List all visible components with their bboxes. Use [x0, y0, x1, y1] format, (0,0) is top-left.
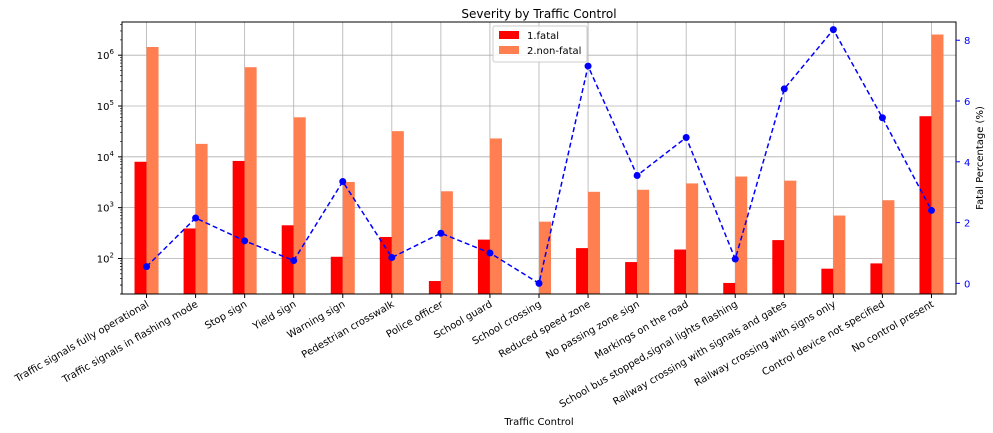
bar-nonfatal	[293, 117, 306, 294]
bar-fatal	[674, 249, 687, 294]
y2-tick-label: 6	[964, 97, 970, 108]
fatal-percentage-point	[780, 85, 788, 93]
legend-swatch-nonfatal	[499, 46, 519, 54]
fatal-percentage-point	[927, 206, 935, 214]
y-tick-label: 103	[97, 201, 114, 215]
chart-title: Severity by Traffic Control	[461, 7, 616, 21]
y2-tick-label: 4	[964, 158, 970, 169]
right-y-axis-title: Fatal Percentage (%)	[975, 106, 986, 210]
x-tick-label: Railway crossing with signals and gates	[611, 299, 788, 408]
bar-fatal	[379, 236, 392, 294]
bar-fatal	[477, 239, 490, 294]
fatal-percentage-point	[143, 263, 151, 271]
bar-nonfatal	[440, 191, 453, 294]
fatal-percentage-point	[633, 171, 641, 179]
bar-fatal	[576, 248, 589, 294]
legend-label-nonfatal: 2.non-fatal	[527, 46, 581, 57]
legend-swatch-fatal	[499, 31, 519, 39]
y2-tick-label: 2	[964, 219, 970, 230]
bar-nonfatal	[146, 46, 159, 295]
bar-fatal	[919, 116, 932, 294]
bar-fatal	[428, 281, 441, 294]
bar-nonfatal	[931, 34, 944, 295]
bar-fatal	[772, 240, 785, 294]
bar-nonfatal	[588, 191, 601, 294]
bar-nonfatal	[539, 221, 551, 294]
percentage-line-layer	[143, 26, 935, 287]
fatal-percentage-point	[731, 255, 739, 263]
bar-nonfatal	[735, 176, 748, 294]
left-y-axis: 102 103 104 105 106	[97, 24, 122, 295]
fatal-percentage-point	[192, 214, 200, 222]
fatal-percentage-point	[682, 133, 690, 141]
bar-fatal	[723, 282, 736, 294]
x-axis: Traffic signals fully operationalTraffic…	[12, 294, 936, 411]
y-tick-label: 102	[97, 251, 114, 265]
bar-fatal	[330, 256, 343, 294]
bar-nonfatal	[637, 189, 650, 294]
fatal-percentage-point	[829, 26, 837, 34]
bar-nonfatal	[195, 143, 208, 294]
bars-layer	[134, 34, 944, 295]
bar-fatal	[281, 225, 294, 294]
bar-nonfatal	[342, 181, 355, 294]
y-tick-label: 105	[97, 99, 114, 113]
y2-tick-label: 8	[964, 36, 970, 47]
fatal-percentage-point	[437, 229, 445, 237]
legend-label-fatal: 1.fatal	[527, 31, 559, 42]
right-y-axis: 0 2 4 6 8	[956, 36, 970, 290]
fatal-percentage-point	[878, 114, 886, 122]
bar-nonfatal	[244, 67, 257, 294]
bar-nonfatal	[489, 138, 502, 294]
y-tick-label: 104	[97, 150, 115, 164]
fatal-percentage-point	[339, 178, 347, 186]
fatal-percentage-point	[290, 257, 298, 265]
fatal-percentage-point	[486, 249, 494, 257]
bar-nonfatal	[833, 215, 846, 294]
y-tick-label: 106	[97, 48, 115, 62]
bar-fatal	[232, 160, 245, 294]
fatal-percentage-point	[241, 237, 249, 245]
bar-nonfatal	[686, 183, 699, 294]
fatal-percentage-point	[535, 279, 543, 287]
fatal-percentage-point	[584, 62, 592, 70]
x-tick-label: Stop sign	[203, 299, 249, 332]
bar-nonfatal	[391, 131, 404, 294]
y2-tick-label: 0	[964, 279, 970, 290]
x-axis-title: Traffic Control	[503, 417, 573, 428]
bar-fatal	[134, 161, 147, 294]
bar-fatal	[821, 268, 834, 294]
bar-nonfatal	[882, 200, 895, 294]
x-tick-label: Pedestrian crosswalk	[300, 299, 396, 361]
bar-nonfatal	[784, 180, 797, 294]
fatal-percentage-point	[388, 254, 396, 262]
bar-fatal	[183, 228, 196, 294]
bar-fatal	[870, 263, 883, 294]
x-tick-label: School bus stopped,signal lights flashin…	[558, 299, 740, 410]
bar-fatal	[625, 262, 638, 294]
legend: 1.fatal 2.non-fatal	[492, 25, 588, 63]
x-tick-label: No control present	[850, 299, 936, 355]
